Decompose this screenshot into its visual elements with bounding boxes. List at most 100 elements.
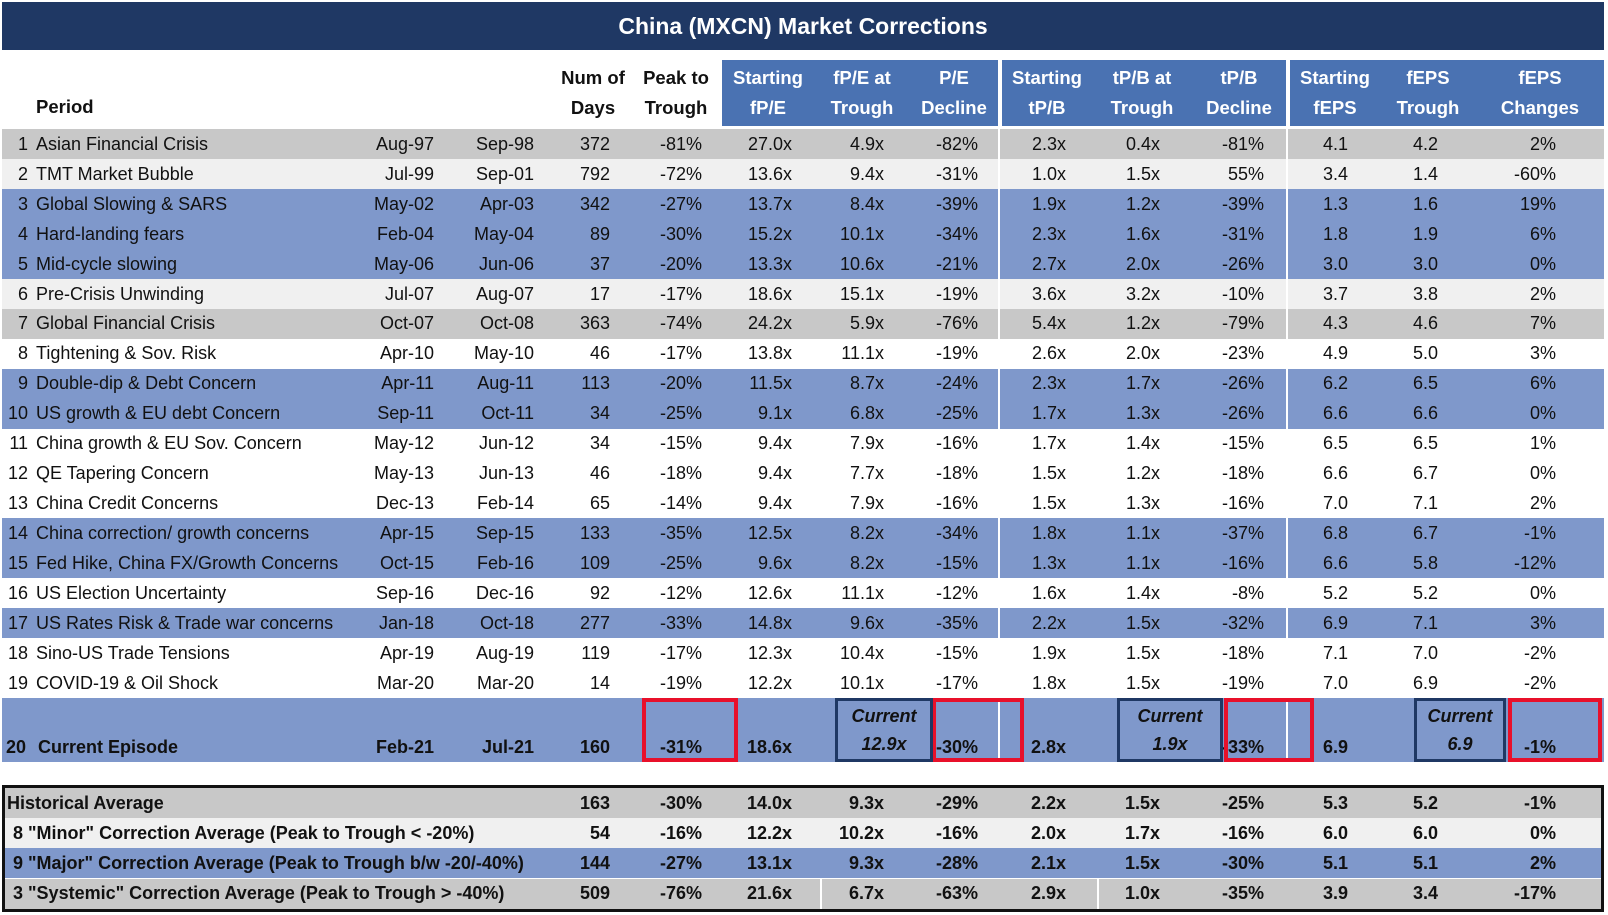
cell-fepsc: -2% <box>1523 672 1556 693</box>
column-separator <box>998 248 1000 280</box>
cell-tpbt: 1.6x <box>1125 223 1160 244</box>
cell-fepsc: 7% <box>1529 313 1556 334</box>
current-episode-row: 20 Current Episode Feb-21 Jul-21 160 -31% 18.6… <box>2 698 1604 763</box>
column-separator <box>1286 488 1288 519</box>
column-separator <box>998 638 1000 669</box>
cell-n: 17 <box>7 612 28 633</box>
cell-fpet: 15.1x <box>839 283 884 304</box>
column-separator <box>1286 308 1288 340</box>
cell-fepsc: 1% <box>1529 433 1556 454</box>
summary-cell-peak: -30% <box>659 792 702 813</box>
cell-n: 2 <box>17 163 28 184</box>
cell-ped: -18% <box>935 463 978 484</box>
cell-stpb: 2.3x <box>1031 133 1066 154</box>
cell-fepst: 7.0 <box>1412 642 1438 663</box>
cell-ped: -39% <box>935 193 978 214</box>
summary-block: Historical Average 163 -30% 14.0x 9.3x -29% 2.… <box>2 785 1604 912</box>
summary-cell-days: 54 <box>589 822 610 843</box>
summary-cell-ped: -16% <box>935 822 978 843</box>
cell-fepst: 1.4 <box>1412 163 1438 184</box>
summary-cell-sfpe: 13.1x <box>746 852 792 873</box>
summary-cell-stpb: 2.2x <box>1030 792 1066 813</box>
cell-fepst: 1.6 <box>1412 193 1438 214</box>
cell-start: Jul-99 <box>384 163 434 184</box>
cell-start: Apr-19 <box>379 642 434 663</box>
cell-fpet: 8.7x <box>849 373 884 394</box>
cell-end: Oct-11 <box>481 403 534 424</box>
cell-start: Apr-15 <box>379 523 434 544</box>
column-separator <box>1286 398 1288 430</box>
table-row: 9 Double-dip & Debt Concern Apr-11 Aug-11 11… <box>2 368 1604 400</box>
cell-sfeps: 6.6 <box>1322 553 1348 574</box>
cell-ped: -16% <box>935 493 978 514</box>
cell-start: Oct-07 <box>379 313 434 334</box>
summary-cell-fepsc: -17% <box>1513 883 1556 904</box>
summary-row: Historical Average 163 -30% 14.0x 9.3x -29% 2.… <box>5 788 1601 818</box>
cell-stpb: 1.8x <box>1031 672 1066 693</box>
cell-days: 133 <box>579 523 610 544</box>
cell-fepsc: 3% <box>1529 612 1556 633</box>
cell-tpbd: -18% <box>1221 642 1264 663</box>
cell-fepst: 5.0 <box>1412 343 1438 364</box>
current-label: Current <box>851 706 917 727</box>
cell-start: Feb-04 <box>376 223 434 244</box>
header-starting-feps: Starting fEPS <box>1290 60 1380 126</box>
cell-stpb: 5.4x <box>1031 313 1066 334</box>
summary-cell-sfeps: 5.1 <box>1322 852 1348 873</box>
cell-fepst: 6.7 <box>1412 463 1438 484</box>
cell-days: 14 <box>589 672 610 693</box>
cell-fepst: 6.7 <box>1412 523 1438 544</box>
cell-days: 109 <box>579 553 610 574</box>
cell-tpbt: 1.4x <box>1125 433 1160 454</box>
cell-fepsc: 0% <box>1529 403 1556 424</box>
cell-end: Jun-13 <box>478 463 534 484</box>
cell-stpb: 2.7x <box>1031 253 1066 274</box>
summary-cell-ped: -28% <box>935 852 978 873</box>
cell-days: 46 <box>589 343 610 364</box>
summary-cell-days: 163 <box>579 792 610 813</box>
cell-name: Pre-Crisis Unwinding <box>36 283 205 304</box>
cell-end: Aug-07 <box>475 283 534 304</box>
summary-cell-sfeps: 6.0 <box>1322 822 1348 843</box>
cell-sfpe: 12.2x <box>747 672 792 693</box>
cell-ped: -19% <box>935 283 978 304</box>
cell-start: Mar-20 <box>376 672 434 693</box>
column-separator <box>998 218 1000 250</box>
cell-fepsc: 6% <box>1529 223 1556 244</box>
summary-cell-tpbd: -35% <box>1221 883 1264 904</box>
cell-days: 277 <box>579 612 610 633</box>
cell-name: TMT Market Bubble <box>36 163 194 184</box>
cell-end: Oct-18 <box>479 612 534 633</box>
cell-days: 34 <box>589 403 610 424</box>
header-period: Period <box>36 96 94 117</box>
cell-start: Apr-11 <box>381 373 434 394</box>
cell-name: Double-dip & Debt Concern <box>36 373 257 394</box>
highlight-box <box>932 698 1024 763</box>
cell-tpbt: 1.7x <box>1125 373 1160 394</box>
table-row: 18 Sino-US Trade Tensions Apr-19 Aug-19 119 -… <box>2 638 1604 669</box>
column-separator <box>1286 248 1288 280</box>
cell-fepsc: 2% <box>1529 493 1556 514</box>
cell-stpb: 3.6x <box>1031 283 1066 304</box>
cell-days: 119 <box>581 642 610 663</box>
column-separator <box>1286 458 1288 489</box>
summary-row: 8 "Minor" Correction Average (Peak to Tr… <box>5 818 1601 849</box>
column-separator <box>998 578 1000 609</box>
cell-stpb: 1.9x <box>1031 642 1066 663</box>
cell-fpet: 4.9x <box>849 133 884 154</box>
cell-fepsc: 3% <box>1529 343 1556 364</box>
cell-sfeps: 7.1 <box>1322 642 1348 663</box>
summary-cell-fpet: 10.2x <box>838 822 884 843</box>
column-separator <box>998 398 1000 430</box>
summary-cell-sfeps: 5.3 <box>1322 792 1348 813</box>
summary-cell-fepst: 3.4 <box>1412 883 1438 904</box>
cell-n: 4 <box>17 223 28 244</box>
cell-fepst: 3.0 <box>1412 253 1438 274</box>
cell-fpet: 8.2x <box>849 553 884 574</box>
column-separator <box>1286 338 1288 370</box>
cell-fepsc: 0% <box>1529 463 1556 484</box>
cell-start: Aug-97 <box>375 133 434 154</box>
cell-end: Feb-14 <box>476 493 534 514</box>
current-cell-tpbd: -33% <box>1221 737 1264 758</box>
highlight-box <box>1508 698 1602 763</box>
